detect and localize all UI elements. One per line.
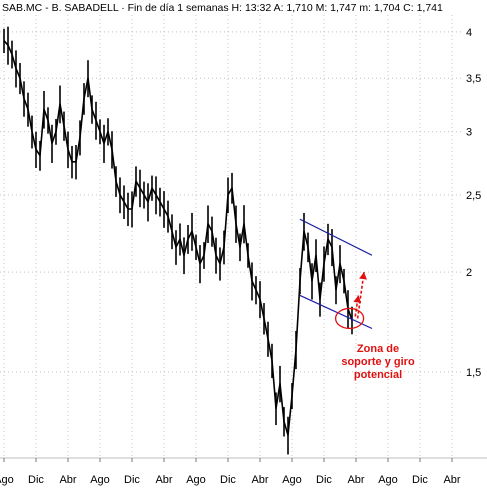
x-axis-ticks: Ago Dic Abr Ago Dic Abr Ago Dic Abr Ago Dic Abr Ago D… xyxy=(0,458,461,486)
arrow-head xyxy=(359,272,368,280)
x-tick-label: Dic xyxy=(412,474,428,486)
x-tick-label: Abr xyxy=(443,474,460,486)
annotation-text-line: soporte y giro xyxy=(341,356,415,368)
header-bar xyxy=(0,0,487,15)
x-tick-label: Abr xyxy=(59,474,76,486)
x-tick-label: Ago xyxy=(186,474,206,486)
annotation-text-line: potencial xyxy=(354,369,402,381)
channel-line xyxy=(299,294,373,330)
price-series xyxy=(3,26,353,455)
annotation-text-line: Zona de xyxy=(357,343,399,355)
price-line xyxy=(3,40,353,436)
arrow-head xyxy=(353,295,362,303)
y-tick-label: 2 xyxy=(466,267,472,279)
grid xyxy=(0,15,462,458)
y-tick-label: 1,5 xyxy=(466,367,481,379)
y-axis-ticks: 4 3,5 3 2,5 2 1,5 xyxy=(466,27,481,379)
support-circle xyxy=(334,307,365,330)
channel-line xyxy=(299,218,373,256)
x-tick-label: Ago xyxy=(0,474,14,486)
y-tick-label: 3,5 xyxy=(466,73,481,85)
x-tick-label: Dic xyxy=(220,474,236,486)
x-tick-label: Dic xyxy=(316,474,332,486)
x-tick-label: Ago xyxy=(282,474,302,486)
x-tick-label: Ago xyxy=(378,474,398,486)
y-tick-label: 2,5 xyxy=(466,190,481,202)
arrow-shaft xyxy=(356,272,365,319)
y-tick-label: 4 xyxy=(466,27,472,39)
x-tick-label: Abr xyxy=(155,474,172,486)
y-tick-label: 3 xyxy=(466,127,472,139)
chart-header: SAB.MC - B. SABADELL · Fin de día 1 sema… xyxy=(2,2,443,14)
x-tick-label: Abr xyxy=(251,474,268,486)
x-tick-label: Dic xyxy=(124,474,140,486)
x-tick-label: Abr xyxy=(347,474,364,486)
x-tick-label: Ago xyxy=(90,474,110,486)
x-tick-label: Dic xyxy=(28,474,44,486)
